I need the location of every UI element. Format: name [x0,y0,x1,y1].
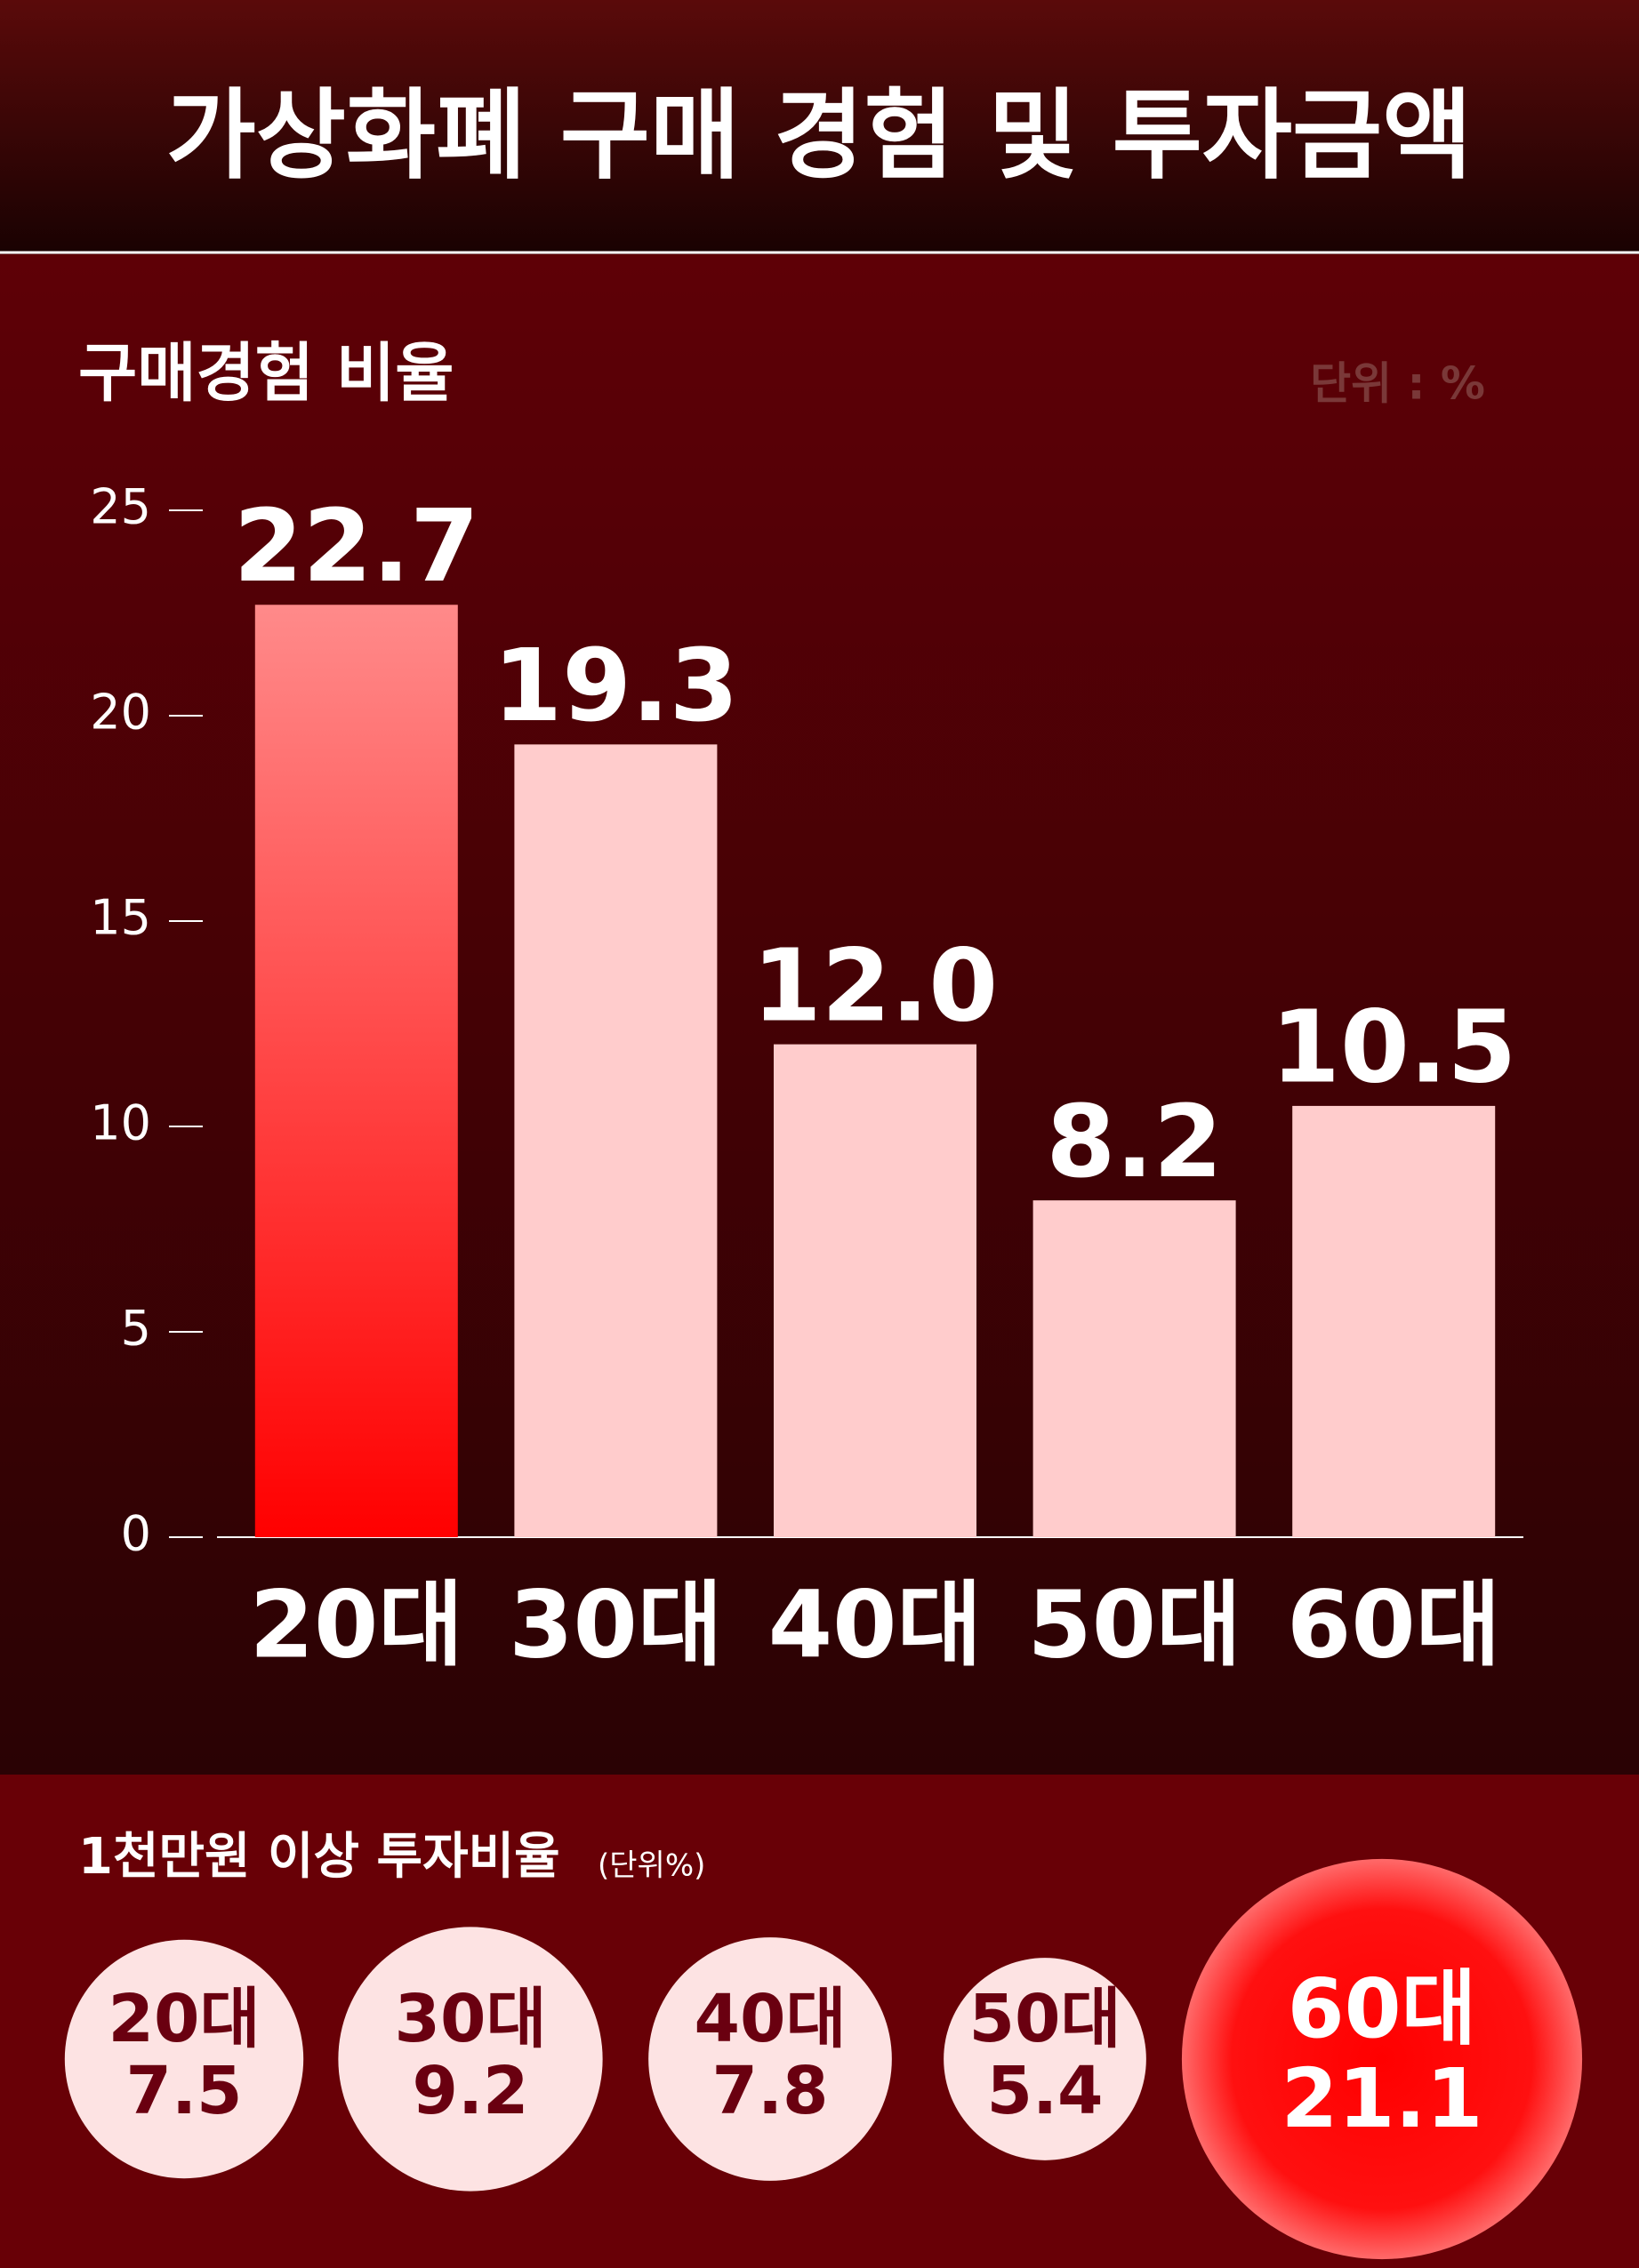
bar [514,744,718,1537]
x-tick-label: 30대 [509,1570,722,1679]
y-tick-label: 25 [90,479,151,535]
bubble-category: 50대 [968,1981,1121,2057]
x-tick-label: 50대 [1027,1570,1241,1679]
bar [1032,1200,1236,1537]
bar [254,605,458,1537]
bubble-category: 60대 [1288,1961,1477,2056]
value-label: 22.7 [234,489,479,605]
page-title: 가상화폐 구매 경험 및 투자금액 [166,78,1473,192]
bubble-value: 21.1 [1281,2051,1483,2146]
bubble-value: 9.2 [412,2053,528,2129]
value-label: 8.2 [1046,1085,1222,1200]
y-tick-label: 20 [90,685,151,741]
unit-note: 단위 : % [1310,358,1485,410]
y-tick-label: 10 [90,1095,151,1151]
bar [774,1044,976,1537]
bubble-value: 7.8 [711,2053,828,2129]
value-label: 10.5 [1271,990,1516,1106]
value-label: 12.0 [752,928,998,1044]
bubble [648,1937,892,2181]
y-tick-label: 5 [121,1301,151,1357]
chart-title: 구매경험 비율 [78,336,454,411]
bar [1292,1105,1496,1537]
bubble-category: 30대 [394,1981,546,2057]
x-tick-label: 20대 [250,1570,463,1679]
x-tick-label: 60대 [1287,1570,1500,1679]
bubble-value: 5.4 [986,2053,1103,2129]
bubble-category: 40대 [694,1981,846,2057]
header-bg [0,0,1639,252]
bubble [1181,1858,1583,2260]
y-tick-label: 15 [90,890,151,946]
value-label: 19.3 [493,629,738,744]
x-tick-label: 40대 [768,1570,982,1679]
y-tick-label: 0 [121,1506,151,1562]
bubble-unit-note: (단위%) [598,1848,705,1884]
bubble-title: 1천만원 이상 투자비율 [78,1828,560,1886]
bubble [944,1958,1146,2160]
bubble-value: 7.5 [125,2053,242,2129]
bubble [64,1939,304,2179]
bubble-category: 20대 [108,1981,260,2057]
bubble [338,1927,603,2192]
